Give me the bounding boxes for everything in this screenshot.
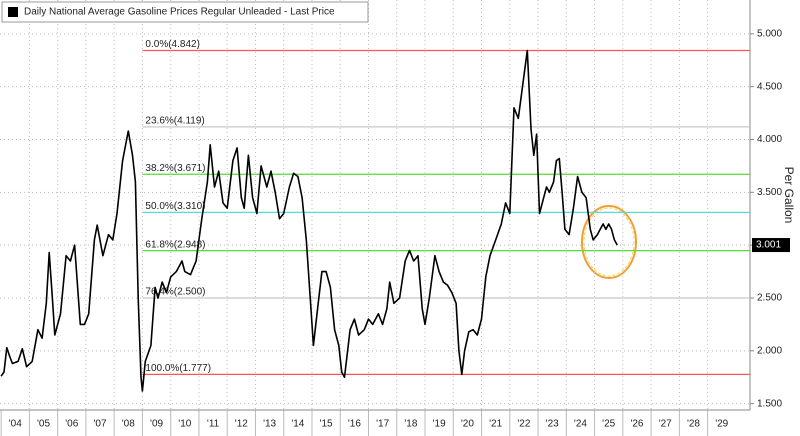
fib-label: 38.2%(3.671) <box>145 163 205 174</box>
legend-label: Daily National Average Gasoline Prices R… <box>24 7 335 18</box>
legend-box <box>1 1 369 23</box>
y-tick-label: 5.000 <box>757 28 782 39</box>
x-tick-label: '27 <box>659 419 672 430</box>
x-tick-label: '10 <box>178 419 191 430</box>
x-tick-label: '28 <box>687 419 700 430</box>
x-tick-label: '23 <box>546 419 559 430</box>
x-tick-label: '26 <box>630 419 643 430</box>
y-tick-label: 2.500 <box>757 293 782 304</box>
highlight-circle <box>581 205 637 279</box>
x-tick-label: '05 <box>37 419 50 430</box>
x-tick-label: '22 <box>517 419 530 430</box>
x-tick-label: '29 <box>715 419 728 430</box>
x-tick-label: '17 <box>376 419 389 430</box>
y-tick-label: 4.000 <box>757 134 782 145</box>
fib-label: 76.4%(2.500) <box>145 287 205 298</box>
legend-swatch <box>8 7 18 17</box>
x-tick-label: '13 <box>263 419 276 430</box>
highlight-circle-inner <box>583 207 635 277</box>
fib-label: 0.0%(4.842) <box>145 39 199 50</box>
x-tick-label: '04 <box>9 419 22 430</box>
x-tick-label: '20 <box>461 419 474 430</box>
x-tick-label: '16 <box>348 419 361 430</box>
x-tick-label: '19 <box>433 419 446 430</box>
x-tick-label: '18 <box>404 419 417 430</box>
last-price-label: 3.001 <box>756 240 781 251</box>
x-tick-label: '11 <box>207 419 220 430</box>
x-tick-label: '08 <box>122 419 135 430</box>
y-tick-label: 4.500 <box>757 81 782 92</box>
fib-label: 23.6%(4.119) <box>145 116 204 127</box>
x-tick-label: '09 <box>150 419 163 430</box>
x-tick-label: '14 <box>291 419 304 430</box>
x-tick-label: '15 <box>320 419 333 430</box>
y-tick-label: 2.000 <box>757 345 782 356</box>
fib-label: 61.8%(2.948) <box>145 239 205 250</box>
x-tick-label: '24 <box>574 419 587 430</box>
x-tick-label: '12 <box>235 419 248 430</box>
y-axis-label: Per Gallon <box>782 167 796 224</box>
fib-label: 100.0%(1.777) <box>145 363 211 374</box>
x-tick-label: '07 <box>94 419 107 430</box>
x-tick-label: '06 <box>65 419 78 430</box>
y-tick-label: 3.500 <box>757 187 782 198</box>
fib-label: 50.0%(3.310) <box>145 201 205 212</box>
last-price-tag <box>752 238 790 253</box>
x-tick-label: '21 <box>489 419 502 430</box>
x-tick-label: '25 <box>602 419 615 430</box>
series-line <box>0 49 618 392</box>
y-tick-label: 1.500 <box>757 398 782 409</box>
